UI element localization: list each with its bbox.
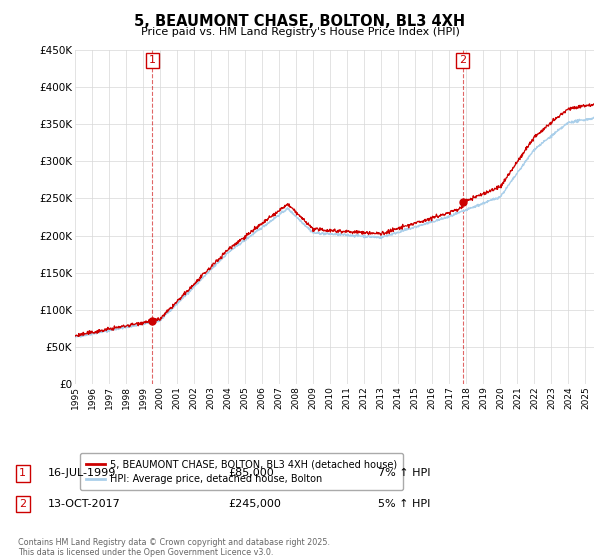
Text: £85,000: £85,000 xyxy=(228,468,274,478)
Text: 1: 1 xyxy=(19,468,26,478)
Text: 2: 2 xyxy=(19,499,26,509)
Text: 16-JUL-1999: 16-JUL-1999 xyxy=(48,468,116,478)
Text: Price paid vs. HM Land Registry's House Price Index (HPI): Price paid vs. HM Land Registry's House … xyxy=(140,27,460,37)
Text: 7% ↑ HPI: 7% ↑ HPI xyxy=(378,468,431,478)
Text: 13-OCT-2017: 13-OCT-2017 xyxy=(48,499,121,509)
Text: 5, BEAUMONT CHASE, BOLTON, BL3 4XH: 5, BEAUMONT CHASE, BOLTON, BL3 4XH xyxy=(134,14,466,29)
Text: 1: 1 xyxy=(149,55,156,66)
Text: Contains HM Land Registry data © Crown copyright and database right 2025.
This d: Contains HM Land Registry data © Crown c… xyxy=(18,538,330,557)
Text: £245,000: £245,000 xyxy=(228,499,281,509)
Text: 5% ↑ HPI: 5% ↑ HPI xyxy=(378,499,430,509)
Legend: 5, BEAUMONT CHASE, BOLTON, BL3 4XH (detached house), HPI: Average price, detache: 5, BEAUMONT CHASE, BOLTON, BL3 4XH (deta… xyxy=(80,454,403,490)
Text: 2: 2 xyxy=(459,55,466,66)
